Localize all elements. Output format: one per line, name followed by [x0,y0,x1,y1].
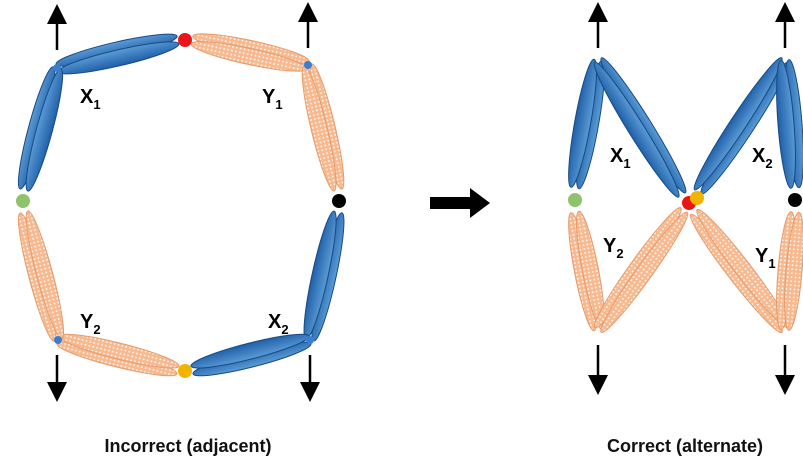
label-subscript: 2 [93,322,100,337]
chromosome-label: Y1 [262,86,283,112]
caption: Incorrect (adjacent) [104,436,271,456]
label-letter: Y [755,245,769,267]
centromere-junction [178,33,192,47]
chromosomes [12,28,803,381]
label-subscript: 2 [765,156,772,171]
chromosome-label: Y1 [755,245,776,271]
tension-arrows [57,12,785,392]
chromosome-label: X1 [80,86,101,112]
chromatid-pair [189,328,313,381]
centromere-junction [568,193,582,207]
label-subscript: 2 [616,246,623,261]
centromere-junction [690,191,704,205]
transition-arrow [430,188,490,218]
pole-point [53,64,61,72]
chromosome-label: Y2 [603,235,624,261]
label-subscript: 2 [281,322,288,337]
label-subscript: 1 [623,156,630,171]
label-letter: Y [262,86,276,108]
centromere-junction [332,194,346,208]
chromatid-pair [588,54,692,202]
label-letter: Y [603,235,617,257]
label-letter: X [610,145,624,167]
chromatid-pair [12,65,68,193]
chromatid-pair [12,209,69,343]
label-subscript: 1 [275,97,282,112]
centromere-junction [788,193,802,207]
label-letter: Y [80,311,94,333]
chromatid-pair [773,211,803,331]
chromosome-label: X2 [268,311,289,337]
centromere-junction [16,194,30,208]
chromatid [688,53,788,194]
label-letter: X [80,86,94,108]
chromatid-pair [296,62,349,193]
chromatid-pair [55,328,181,381]
chromosome-label: X1 [610,145,631,171]
pole-point [306,336,314,344]
caption: Correct (alternate) [607,436,763,456]
chromatid [588,58,686,201]
chromatid-pair [54,28,180,79]
chromatid [595,208,694,337]
chromosome-label: Y2 [80,311,101,337]
chromosome-label: X2 [752,145,773,171]
chromatid-pair [588,203,694,337]
label-subscript: 1 [768,256,775,271]
pole-point [304,61,312,69]
label-subscript: 1 [93,97,100,112]
label-letter: X [268,311,282,333]
chromatid-pair [298,209,349,342]
label-letter: X [752,145,766,167]
pole-point [54,336,62,344]
chromatid-pair [773,59,803,189]
chromatid-pair [189,28,310,76]
centromere-junction [178,364,192,378]
figure: X1Y1X2Y2X1X2Y2Y1 Incorrect (adjacent) Co… [0,0,803,464]
